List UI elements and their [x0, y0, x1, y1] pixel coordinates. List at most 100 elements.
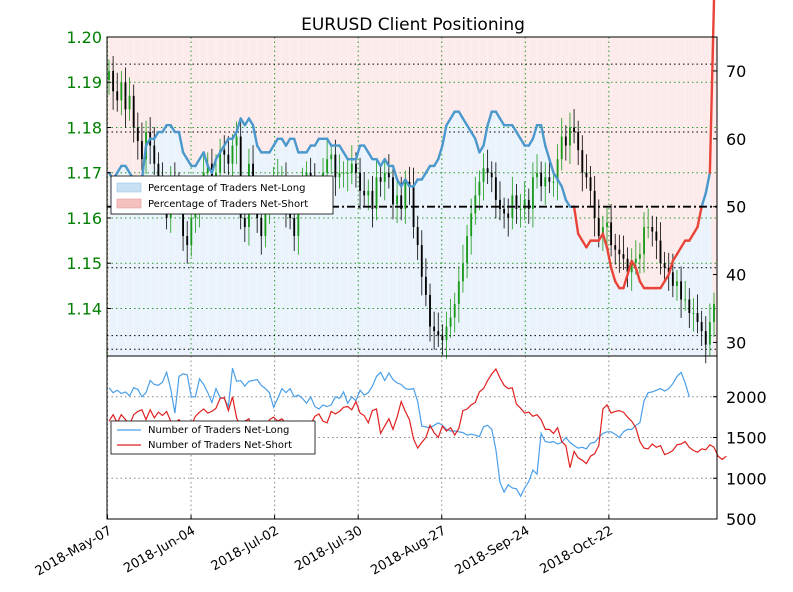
price-tick-label: 1.18: [66, 118, 102, 137]
candle-body: [449, 317, 452, 327]
candle-body: [527, 199, 530, 209]
pct-line-segment: [140, 144, 148, 181]
candle-body: [416, 227, 419, 246]
candle-body: [503, 208, 506, 214]
pct-line-segment: [338, 144, 345, 154]
pct-line-segment: [708, 0, 716, 174]
candle-body: [433, 326, 436, 332]
candle-body: [383, 172, 386, 182]
candle-body: [540, 172, 543, 187]
candle-body: [700, 322, 703, 332]
candle-body: [157, 163, 160, 178]
candle-body: [692, 313, 695, 315]
pct-tick-label: 70: [726, 62, 746, 81]
candle-body: [342, 172, 345, 174]
candle-body: [355, 163, 357, 173]
candle-body: [482, 168, 485, 182]
price-tick-label: 1.14: [66, 299, 102, 318]
pct-line-segment: [465, 124, 473, 134]
pct-line-segment: [354, 144, 362, 161]
candle-body: [478, 181, 481, 196]
candle-body: [215, 172, 217, 178]
pct-line-segment: [531, 124, 539, 141]
pct-line-segment: [601, 232, 609, 249]
candle-body: [552, 181, 555, 183]
date-tick-label: 2018-Oct-22: [537, 523, 615, 577]
count-tick-label: 1500: [726, 429, 767, 448]
candle-body: [128, 95, 131, 110]
candle-body: [182, 199, 185, 237]
pct-line-segment: [486, 110, 493, 127]
candle-body: [363, 190, 366, 196]
candle-body: [659, 240, 662, 264]
pct-line-segment: [572, 205, 580, 236]
candle-body: [445, 326, 448, 341]
candle-body: [499, 199, 501, 209]
pct-tick-label: 50: [726, 198, 746, 217]
pct-line-segment: [437, 144, 444, 161]
pct-line-segment: [494, 110, 502, 120]
pct-line-segment: [560, 185, 568, 202]
pct-line-segment: [622, 273, 629, 290]
pct-line-segment: [700, 191, 707, 208]
pct-line-segment: [124, 164, 131, 174]
pct-line-segment: [412, 178, 419, 188]
pct-line-segment: [515, 130, 522, 141]
candle-body: [569, 127, 571, 146]
candle-body: [589, 177, 592, 191]
pct-line-segment: [544, 144, 551, 161]
candle-body: [634, 258, 637, 264]
pct-line-segment: [696, 205, 703, 229]
candle-body: [544, 177, 547, 187]
candle-body: [264, 208, 267, 237]
candle-body: [663, 263, 666, 268]
pct-line-segment: [424, 164, 432, 174]
pct-line-segment: [630, 259, 638, 269]
date-tick-label: 2018-Sep-24: [452, 523, 532, 578]
pct-line-segment: [441, 124, 448, 147]
pct-line-segment: [247, 117, 255, 127]
count-tick-label: 1000: [726, 469, 767, 488]
candle-body: [708, 322, 711, 345]
pct-line-segment: [367, 151, 374, 161]
pct-line-segment: [667, 259, 675, 276]
candle-body: [696, 313, 699, 323]
price-tick-label: 1.20: [66, 28, 102, 47]
candle-body: [519, 208, 522, 210]
trader-count-lines: [108, 367, 727, 498]
candle-body: [643, 227, 645, 255]
pct-line-segment: [202, 151, 209, 168]
pct-line-segment: [605, 246, 613, 269]
candle-body: [466, 236, 468, 264]
legend-label-net-long: Percentage of Traders Net-Long: [148, 183, 306, 194]
pct-line-segment: [671, 252, 679, 263]
pct-line-segment: [305, 144, 312, 154]
candle-body: [437, 331, 440, 336]
pct-line-segment: [663, 273, 670, 283]
candle-body: [486, 168, 489, 173]
candle-body: [231, 145, 234, 164]
price-axis: 1.20 1.19 1.18 1.17 1.16 1.15 1.14: [66, 28, 111, 318]
candle-body: [610, 222, 613, 246]
candle-body: [667, 267, 670, 273]
candle-body: [132, 95, 135, 128]
candle-body: [507, 213, 510, 218]
pct-tick-label: 30: [726, 333, 746, 352]
candle-body: [457, 281, 460, 304]
candle-body: [523, 199, 526, 209]
pct-line-segment: [511, 124, 518, 134]
date-tick-label: 2018-May-07: [33, 523, 115, 579]
price-tick-label: 1.19: [66, 73, 102, 92]
date-tick-label: 2018-Jul-02: [209, 523, 282, 574]
candle-body: [704, 331, 707, 345]
candle-body: [235, 136, 238, 146]
candle-body: [429, 294, 431, 327]
pct-line-segment: [169, 124, 177, 134]
date-axis: 2018-May-07 2018-Jun-04 2018-Jul-02 2018-Ju…: [33, 515, 616, 579]
candle-body: [630, 263, 633, 273]
pct-line-segment: [268, 144, 275, 154]
pct-line-segment: [223, 137, 230, 147]
candle-body: [622, 254, 625, 259]
candle-body: [367, 190, 370, 196]
